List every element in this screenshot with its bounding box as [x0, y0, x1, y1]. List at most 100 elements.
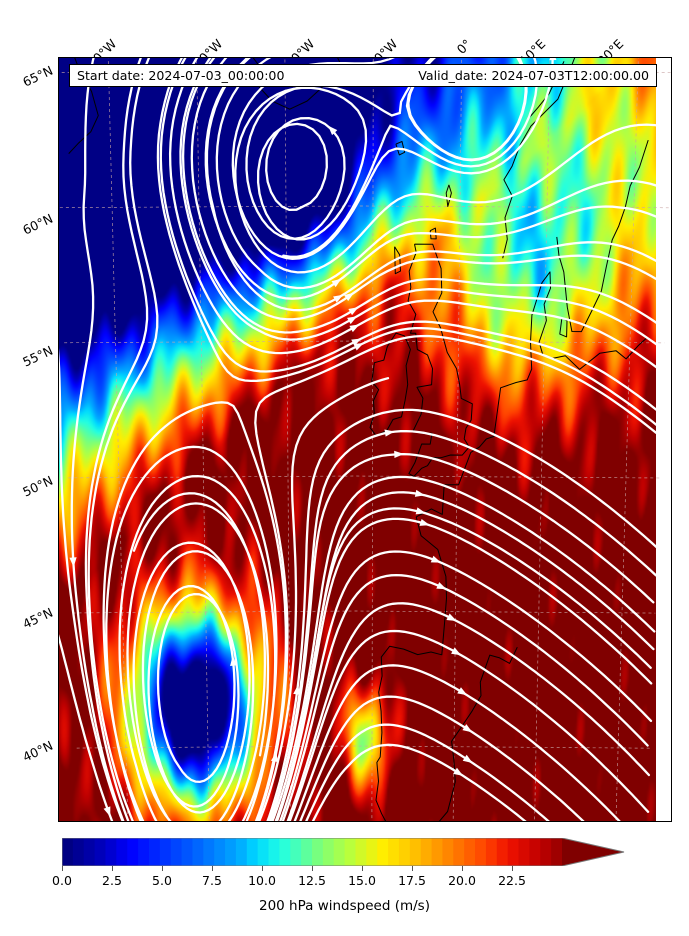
colorbar-tick-label-2: 5.0: [152, 873, 172, 888]
colorbar-tick-4: [262, 866, 263, 871]
colorbar-tick-8: [462, 866, 463, 871]
colorbar-tick-label-0: 0.0: [52, 873, 72, 888]
colorbar-tick-9: [512, 866, 513, 871]
coastline-med_france: [438, 646, 518, 821]
streamline: [274, 507, 652, 821]
streamlines: [59, 58, 671, 821]
coastline-biscay: [375, 516, 447, 821]
colorbar-tick-label-6: 15.0: [348, 873, 376, 888]
streamline-arrowhead: [394, 450, 404, 458]
streamline: [102, 377, 390, 821]
streamline: [299, 695, 585, 821]
colorbar-tick-6: [362, 866, 363, 871]
streamline: [168, 58, 663, 373]
streamline: [87, 58, 658, 821]
coastline-sweden_baltic: [556, 139, 649, 333]
colorbar: 0.0 2.5 5.0 7.5 10.0 12.5 15.0 17.5 20.0 22.5: [52, 838, 628, 888]
streamline-arrowhead: [328, 125, 338, 136]
streamline-arrowhead: [415, 507, 426, 515]
colorbar-tick-label-7: 17.5: [398, 873, 426, 888]
colorbar-tick-7: [412, 866, 413, 871]
lat-tick-2: 55°N: [20, 342, 56, 370]
coastline-hebrides: [394, 246, 401, 275]
streamline: [59, 634, 114, 821]
lat-tick-0: 65°N: [20, 62, 56, 90]
valid-date-text: Valid_date: 2024-07-03T12:00:00.00: [418, 68, 649, 83]
streamline: [84, 58, 656, 821]
streamline-arrowhead: [333, 294, 344, 303]
colorbar-label: 200 hPa windspeed (m/s): [259, 898, 430, 914]
streamline-arrowhead: [351, 338, 362, 347]
streamline: [179, 58, 661, 348]
streamline-arrowhead: [446, 613, 457, 621]
start-date-text: Start date: 2024-07-03_00:00:00: [77, 68, 285, 83]
streamline: [311, 743, 527, 821]
info-banner: Start date: 2024-07-03_00:00:00 Valid_da…: [69, 64, 657, 87]
streamline: [279, 550, 653, 821]
lat-tick-3: 50°N: [20, 472, 56, 500]
streamline: [286, 602, 651, 821]
streamline-arrowhead: [347, 316, 358, 325]
streamline-arrowhead: [230, 656, 238, 667]
colorbar-tick-3: [212, 866, 213, 871]
streamline-arrowhead: [353, 343, 364, 351]
colorbar-tick-label-9: 22.5: [498, 873, 526, 888]
streamline-arrowhead: [384, 429, 395, 437]
lat-tick-5: 40°N: [20, 737, 56, 765]
streamline-arrowhead: [293, 684, 301, 695]
streamline-arrowhead: [331, 278, 342, 288]
streamline: [288, 629, 650, 821]
streamline-arrowhead: [453, 767, 464, 776]
map-axes[interactable]: Start date: 2024-07-03_00:00:00 Valid_da…: [58, 57, 672, 822]
streamline-arrowhead: [436, 582, 447, 590]
streamline: [205, 58, 664, 312]
streamline-arrowhead: [457, 687, 468, 696]
lon-tick-4: 0°: [453, 36, 475, 57]
streamline: [293, 664, 621, 821]
colorbar-tick-label-4: 10.0: [248, 873, 276, 888]
lat-tick-4: 45°N: [20, 604, 56, 632]
streamline-arrowhead: [549, 58, 557, 61]
streamline: [59, 348, 658, 821]
colorbar-tick-label-8: 20.0: [448, 873, 476, 888]
streamline: [181, 58, 666, 334]
streamline: [159, 58, 661, 414]
streamline: [156, 58, 660, 428]
streamline-arrowhead: [69, 557, 77, 568]
data-right-margin: [656, 58, 671, 821]
streamline-arrowhead: [349, 324, 360, 333]
streamline: [126, 492, 270, 821]
streamline-arrowhead: [451, 647, 462, 656]
streamline-arrowhead: [348, 307, 359, 316]
streamline-arrowhead: [103, 806, 111, 817]
colorbar-tick-5: [312, 866, 313, 871]
coastline-faroe: [395, 141, 406, 156]
streamline: [281, 573, 649, 821]
colorbar-tick-1: [112, 866, 113, 871]
streamline: [305, 723, 550, 821]
streamline-arrowhead: [419, 518, 430, 526]
lat-tick-1: 60°N: [20, 210, 56, 238]
map-svg: [59, 58, 671, 821]
streamline-arrowhead: [430, 555, 442, 563]
streamline: [70, 58, 125, 821]
colorbar-tick-label-5: 12.5: [298, 873, 326, 888]
map-canvas: [59, 58, 671, 821]
streamline-arrowhead: [270, 752, 278, 763]
colorbar-tick-label-3: 7.5: [202, 873, 222, 888]
colorbar-tick-0: [62, 866, 63, 871]
colorbar-tick-label-1: 2.5: [102, 873, 122, 888]
coastline-ireland: [369, 332, 411, 437]
streamline: [269, 452, 655, 821]
streamline: [204, 58, 664, 300]
colorbar-gradient: [62, 838, 625, 866]
coastline-shetland: [445, 184, 452, 207]
streamline: [234, 58, 671, 274]
streamline-arrowhead: [414, 489, 425, 497]
streamline-arrowhead: [462, 724, 473, 733]
coastline-orkney: [429, 227, 437, 240]
streamline-arrowhead: [462, 754, 473, 764]
colorbar-tick-2: [162, 866, 163, 871]
streamline-arrowhead: [344, 292, 355, 302]
